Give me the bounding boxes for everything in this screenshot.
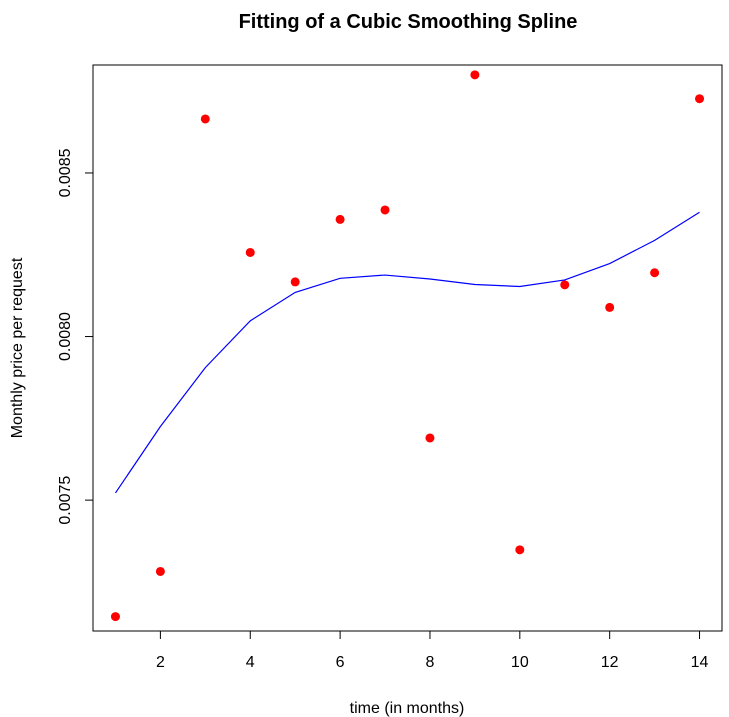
spline-line (114, 211, 700, 494)
y-tick-label-1: 0.0080 (57, 312, 74, 361)
data-point-3 (200, 114, 210, 124)
x-tick-label-0: 2 (156, 654, 165, 671)
y-tick-label-0: 0.0075 (57, 476, 74, 525)
data-point-9 (470, 70, 480, 80)
x-tick-label-5: 12 (601, 654, 619, 671)
chart-title: Fitting of a Cubic Smoothing Spline (239, 11, 578, 33)
y-tick-label-2: 0.0085 (57, 148, 74, 197)
data-point-12 (605, 302, 615, 312)
x-axis-label: time (in months) (350, 700, 465, 717)
data-point-13 (650, 268, 660, 278)
data-point-14 (695, 94, 705, 104)
series-layer (110, 70, 705, 622)
data-point-5 (290, 277, 300, 287)
x-tick-label-6: 14 (691, 654, 709, 671)
data-point-7 (380, 205, 390, 215)
x-tick-label-2: 6 (336, 654, 345, 671)
data-point-4 (245, 247, 255, 257)
y-axis: 0.0075 0.0080 0.0085 (57, 148, 93, 525)
data-point-6 (335, 214, 345, 224)
data-point-10 (515, 545, 525, 555)
data-point-2 (155, 566, 165, 576)
data-point-8 (425, 433, 435, 443)
x-tick-label-4: 10 (511, 654, 529, 671)
x-axis: 2 4 6 8 10 12 14 (156, 631, 709, 671)
data-point-1 (110, 612, 120, 622)
plot-frame (92, 64, 723, 632)
y-axis-label: Monthly price per request (9, 257, 26, 438)
x-tick-label-3: 8 (426, 654, 435, 671)
x-tick-label-1: 4 (246, 654, 255, 671)
data-point-11 (560, 280, 570, 290)
